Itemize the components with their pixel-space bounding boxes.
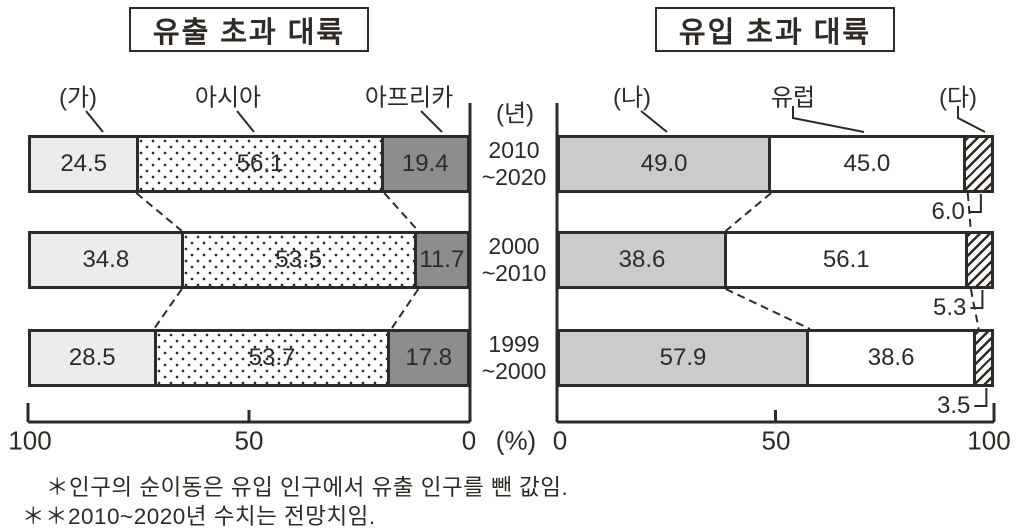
bar-segment-(가): 24.5 xyxy=(31,138,140,190)
bar-segment-(다) xyxy=(968,234,991,286)
bar-value-label: 11.7 xyxy=(419,246,465,273)
bar-row-inflow-2000~2010: 38.6 56.1 xyxy=(557,231,994,289)
right-axis-tick-0: 0 xyxy=(552,425,568,456)
left-axis-tick-0: 0 xyxy=(461,425,477,456)
bar-row-outflow-2000~2010: 34.8 53.5 11.7 xyxy=(28,231,470,289)
bar-segment-(나): 57.9 xyxy=(560,332,810,384)
bar-value-label: 49.0 xyxy=(640,150,688,177)
bar-segment-(가): 28.5 xyxy=(31,332,157,384)
bar-value-label-outside: 5.3 xyxy=(933,294,967,321)
bar-value-label: 28.5 xyxy=(68,344,116,371)
bar-segment-유럽: 45.0 xyxy=(771,138,966,190)
series-label-ga: (가) xyxy=(58,84,98,112)
period-line-2: ~2020 xyxy=(481,164,547,190)
bar-segment-(가): 34.8 xyxy=(31,234,184,286)
period-line-1: 1999 xyxy=(488,331,540,357)
bar-segment-아시아: 53.5 xyxy=(183,234,417,286)
bar-value-label: 34.8 xyxy=(82,246,130,273)
bar-segment-(나): 49.0 xyxy=(560,138,772,190)
footnote-2: ＊＊2010~2020년 수치는 전망치임. xyxy=(22,504,376,528)
bar-value-label: 38.6 xyxy=(618,246,666,273)
right-axis-tick-50: 50 xyxy=(761,425,791,456)
bar-segment-아시아: 56.1 xyxy=(139,138,384,190)
series-label-africa: 아프리카 xyxy=(364,84,454,112)
left-axis-tick-50: 50 xyxy=(234,425,264,456)
right-chart-title: 유입 초과 대륙 xyxy=(655,7,895,52)
bar-segment-(다) xyxy=(965,138,991,190)
left-chart-title: 유출 초과 대륙 xyxy=(129,7,369,52)
period-line-1: 2000 xyxy=(488,233,540,259)
series-label-na: (나) xyxy=(612,84,652,112)
period-line-1: 2010 xyxy=(488,137,540,163)
footnote-1: ＊인구의 순이동은 유입 인구에서 유출 인구를 뺀 값임. xyxy=(46,475,569,500)
year-axis-label: (년) xyxy=(495,100,535,128)
left-axis-tick-100: 100 xyxy=(8,425,52,456)
bar-segment-아프리카: 19.4 xyxy=(383,138,467,190)
period-label-2000-2010: 2000 ~2010 xyxy=(466,233,562,287)
bar-segment-아프리카: 17.8 xyxy=(390,332,467,384)
bar-row-inflow-1999~2000: 57.9 38.6 xyxy=(557,329,994,387)
bar-segment-(다) xyxy=(976,332,991,384)
bar-value-label: 38.6 xyxy=(867,344,915,371)
bar-value-label-outside: 6.0 xyxy=(931,198,965,225)
series-label-da: (다) xyxy=(938,84,978,112)
bar-segment-유럽: 56.1 xyxy=(727,234,969,286)
bar-segment-유럽: 38.6 xyxy=(809,332,977,384)
bar-value-label: 24.5 xyxy=(60,150,108,177)
bar-value-label: 56.1 xyxy=(236,150,284,177)
right-axis-tick-100: 100 xyxy=(967,425,1011,456)
bar-segment-아프리카: 11.7 xyxy=(416,234,467,286)
bar-row-outflow-2010~2020: 24.5 56.1 19.4 xyxy=(28,135,470,193)
period-line-2: ~2000 xyxy=(481,358,547,384)
bar-value-label: 17.8 xyxy=(405,344,453,371)
series-label-asia: 아시아 xyxy=(194,84,262,112)
bar-value-label: 53.5 xyxy=(275,246,323,273)
bar-value-label: 53.7 xyxy=(248,344,296,371)
bar-value-label: 56.1 xyxy=(822,246,870,273)
period-label-1999-2000: 1999 ~2000 xyxy=(466,331,562,385)
period-label-2010-2020: 2010 ~2020 xyxy=(466,137,562,191)
bar-value-label-outside: 3.5 xyxy=(936,392,971,419)
bar-row-inflow-2010~2020: 49.0 45.0 xyxy=(557,135,994,193)
percent-axis-label: (%) xyxy=(495,425,537,456)
bar-value-label: 45.0 xyxy=(843,150,891,177)
bar-row-outflow-1999~2000: 28.5 53.7 17.8 xyxy=(28,329,470,387)
series-label-europe: 유럽 xyxy=(770,84,816,112)
bar-value-label: 19.4 xyxy=(401,150,449,177)
period-line-2: ~2010 xyxy=(481,260,547,286)
bar-segment-(나): 38.6 xyxy=(560,234,728,286)
bar-value-label: 57.9 xyxy=(659,344,707,371)
bar-segment-아시아: 53.7 xyxy=(156,332,391,384)
